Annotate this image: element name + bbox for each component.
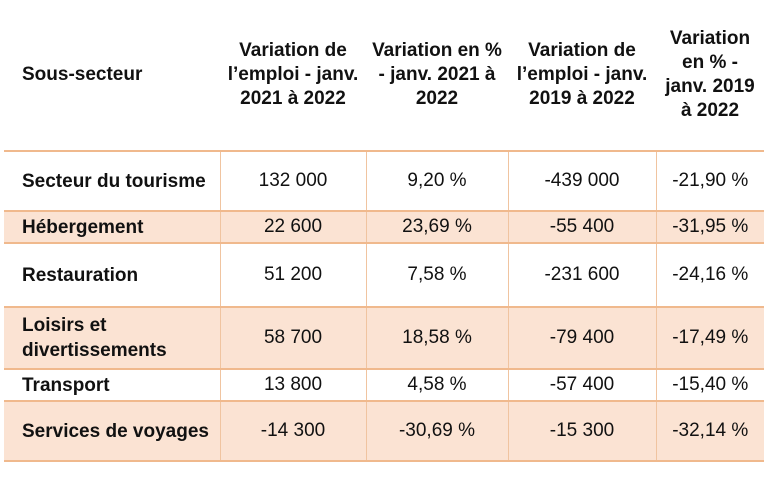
row-label: Hébergement — [4, 211, 220, 244]
cell-value: -55 400 — [507, 211, 656, 244]
cell-value: -24,16 % — [655, 243, 764, 308]
table-row: Loisirs et divertissements 58 700 18,58 … — [4, 307, 764, 370]
table-row: Restauration 51 200 7,58 % -231 600 -24,… — [4, 243, 764, 308]
cell-value: -79 400 — [507, 307, 656, 370]
cell-value: -30,69 % — [365, 401, 508, 462]
cell-value: -17,49 % — [655, 307, 764, 370]
table-row: Services de voyages -14 300 -30,69 % -15… — [4, 401, 764, 462]
cell-value: 22 600 — [219, 211, 366, 244]
cell-value: -231 600 — [507, 243, 656, 308]
row-label: Secteur du tourisme — [4, 151, 220, 212]
header-variation-pct-2021: Variation en % - janv. 2021 à 2022 — [366, 0, 508, 152]
cell-value: -21,90 % — [655, 151, 764, 212]
cell-value: 23,69 % — [365, 211, 508, 244]
cell-value: -15 300 — [507, 401, 656, 462]
header-variation-pct-2019: Variation en % - janv. 2019 à 2022 — [656, 0, 764, 152]
header-sous-secteur: Sous-secteur — [4, 0, 220, 152]
employment-variation-table: Sous-secteur Variation de l’emploi - jan… — [4, 0, 764, 462]
table-row: Transport 13 800 4,58 % -57 400 -15,40 % — [4, 369, 764, 402]
header-row: Sous-secteur Variation de l’emploi - jan… — [4, 0, 764, 152]
row-label: Loisirs et divertissements — [4, 307, 220, 370]
cell-value: -439 000 — [507, 151, 656, 212]
row-label: Services de voyages — [4, 401, 220, 462]
cell-value: 58 700 — [219, 307, 366, 370]
table-row: Hébergement 22 600 23,69 % -55 400 -31,9… — [4, 211, 764, 244]
cell-value: -32,14 % — [655, 401, 764, 462]
cell-value: 132 000 — [219, 151, 366, 212]
cell-value: 4,58 % — [365, 369, 508, 402]
cell-value: -57 400 — [507, 369, 656, 402]
cell-value: 7,58 % — [365, 243, 508, 308]
cell-value: -31,95 % — [655, 211, 764, 244]
cell-value: 9,20 % — [365, 151, 508, 212]
table-row: Secteur du tourisme 132 000 9,20 % -439 … — [4, 151, 764, 212]
cell-value: 18,58 % — [365, 307, 508, 370]
cell-value: -15,40 % — [655, 369, 764, 402]
row-label: Transport — [4, 369, 220, 402]
cell-value: -14 300 — [219, 401, 366, 462]
row-label: Restauration — [4, 243, 220, 308]
header-variation-emploi-2021: Variation de l’emploi - janv. 2021 à 202… — [220, 0, 366, 152]
cell-value: 13 800 — [219, 369, 366, 402]
cell-value: 51 200 — [219, 243, 366, 308]
header-variation-emploi-2019: Variation de l’emploi - janv. 2019 à 202… — [508, 0, 656, 152]
